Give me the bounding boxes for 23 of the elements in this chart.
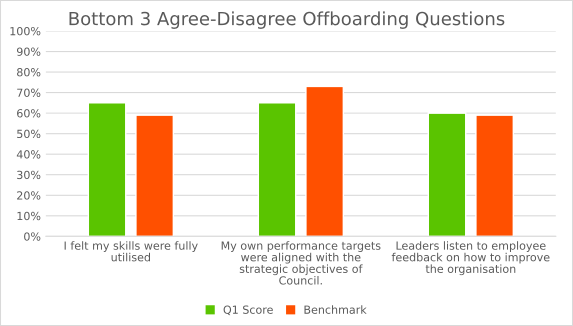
y-tick-label: 100% xyxy=(10,26,40,36)
bar xyxy=(135,114,174,236)
y-tick-label: 70% xyxy=(17,88,40,97)
bar xyxy=(305,86,344,236)
bar xyxy=(258,102,296,236)
y-tick-label: 60% xyxy=(17,109,40,118)
bar xyxy=(88,102,126,236)
y-tick-label: 40% xyxy=(16,150,40,159)
y-tick-label: 10% xyxy=(18,212,40,220)
y-tick-label: 20% xyxy=(17,191,40,200)
y-tick-label: 50% xyxy=(17,130,40,138)
y-tick-label: 30% xyxy=(17,170,40,180)
legend-label: Q1 Score xyxy=(224,305,273,316)
y-tick-label: 80% xyxy=(17,68,40,76)
bar xyxy=(428,112,466,236)
y-tick-label: 0% xyxy=(24,232,40,241)
y-tick-label: 90% xyxy=(16,47,40,56)
x-tick-label: My own performance targets were aligned with the strategic objectives of Council. xyxy=(222,241,380,285)
bar xyxy=(475,114,514,236)
legend-label: Benchmark xyxy=(304,305,367,314)
x-tick-label: Leaders listen to employee feedback on how to improve the organisation xyxy=(392,241,550,276)
chart-title: Bottom 3 Agree-Disagree Offboarding Questions xyxy=(70,11,504,29)
x-tick-label: I felt my skills were fully utilised xyxy=(64,241,198,262)
